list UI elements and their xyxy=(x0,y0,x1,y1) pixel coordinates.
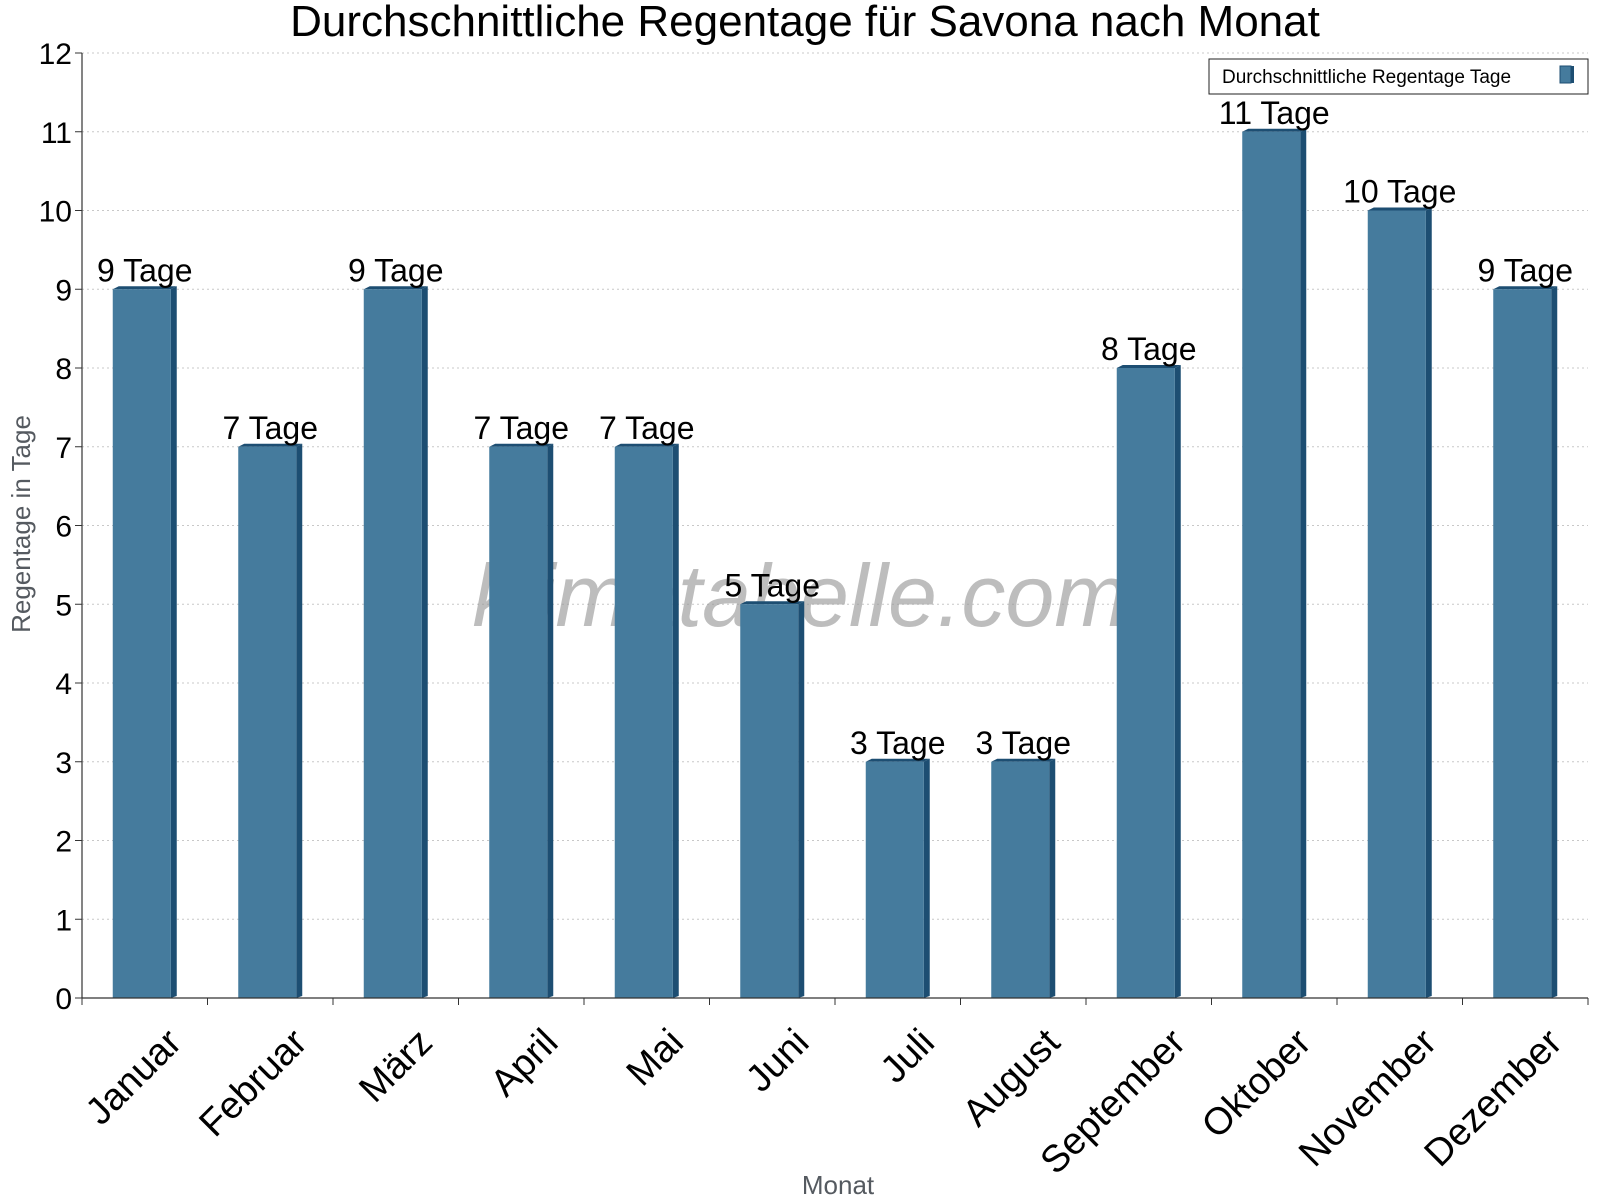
data-label: 7 Tage xyxy=(474,410,570,446)
bar-november xyxy=(1367,207,1432,998)
x-tick-label: Juni xyxy=(738,1021,817,1100)
data-label: 3 Tage xyxy=(850,725,946,761)
x-tick-label: August xyxy=(955,1021,1069,1135)
y-tick-label: 11 xyxy=(41,117,72,150)
y-tick-label: 9 xyxy=(55,274,72,307)
bar-juni xyxy=(740,601,805,998)
y-axis-title: Regentage in Tage xyxy=(6,415,36,633)
data-labels: 9 Tage 7 Tage 9 Tage 7 Tage 7 Tage 5 Tage 3 Ta… xyxy=(97,95,1573,761)
data-label: 3 Tage xyxy=(976,725,1072,761)
legend-swatch xyxy=(1559,65,1574,84)
chart-title: Durchschnittliche Regentage für Savona n… xyxy=(290,0,1320,46)
bars xyxy=(112,128,1558,998)
x-axis-title: Monat xyxy=(802,1170,875,1200)
data-label: 7 Tage xyxy=(599,410,695,446)
data-label: 10 Tage xyxy=(1343,174,1456,210)
y-tick-label: 5 xyxy=(55,589,72,622)
bar-februar xyxy=(238,443,303,998)
y-tick-label: 7 xyxy=(55,432,72,465)
data-label: 11 Tage xyxy=(1219,95,1330,131)
y-tick-label: 2 xyxy=(55,826,72,859)
y-tick-label: 4 xyxy=(55,668,72,701)
y-tick-label: 8 xyxy=(55,353,72,386)
y-tick-label: 12 xyxy=(39,38,72,71)
y-tick-label: 10 xyxy=(39,196,72,229)
data-label: 8 Tage xyxy=(1101,331,1197,367)
bar-märz xyxy=(363,286,428,998)
legend-box xyxy=(1208,58,1589,95)
bar-januar xyxy=(112,286,177,998)
x-tick-label: Dezember xyxy=(1417,1021,1571,1175)
y-tick-label: 3 xyxy=(55,747,72,780)
data-label: 5 Tage xyxy=(725,567,821,603)
bar-juli xyxy=(865,758,930,998)
y-tick-label: 6 xyxy=(55,511,72,544)
bar-april xyxy=(489,443,554,998)
legend: Durchschnittliche Regentage Tage xyxy=(1208,58,1589,95)
x-tick-label: Januar xyxy=(78,1021,190,1133)
x-tick-label: März xyxy=(351,1021,440,1110)
data-label: 7 Tage xyxy=(223,410,319,446)
x-tick-label: Februar xyxy=(191,1021,315,1145)
y-tick-label: 1 xyxy=(55,904,72,937)
bar-september xyxy=(1116,365,1181,998)
data-label: 9 Tage xyxy=(97,252,193,288)
x-tick-label: April xyxy=(483,1021,566,1104)
legend-label: Durchschnittliche Regentage Tage xyxy=(1222,67,1511,88)
bar-august xyxy=(991,758,1056,998)
grid-lines xyxy=(82,52,1588,920)
x-tick-label: Juli xyxy=(873,1021,943,1091)
x-tick-label: Oktober xyxy=(1194,1021,1320,1147)
bar-oktober xyxy=(1242,128,1307,998)
bar-mai xyxy=(614,443,679,998)
data-label: 9 Tage xyxy=(348,252,444,288)
y-tick-label: 0 xyxy=(55,983,72,1016)
x-tick-label: Mai xyxy=(619,1021,692,1094)
bar-dezember xyxy=(1493,286,1558,998)
data-label: 9 Tage xyxy=(1478,252,1574,288)
